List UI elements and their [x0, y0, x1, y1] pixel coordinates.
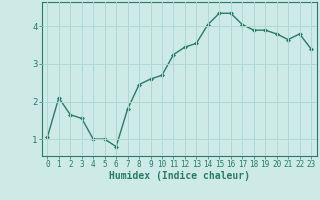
X-axis label: Humidex (Indice chaleur): Humidex (Indice chaleur) [109, 171, 250, 181]
